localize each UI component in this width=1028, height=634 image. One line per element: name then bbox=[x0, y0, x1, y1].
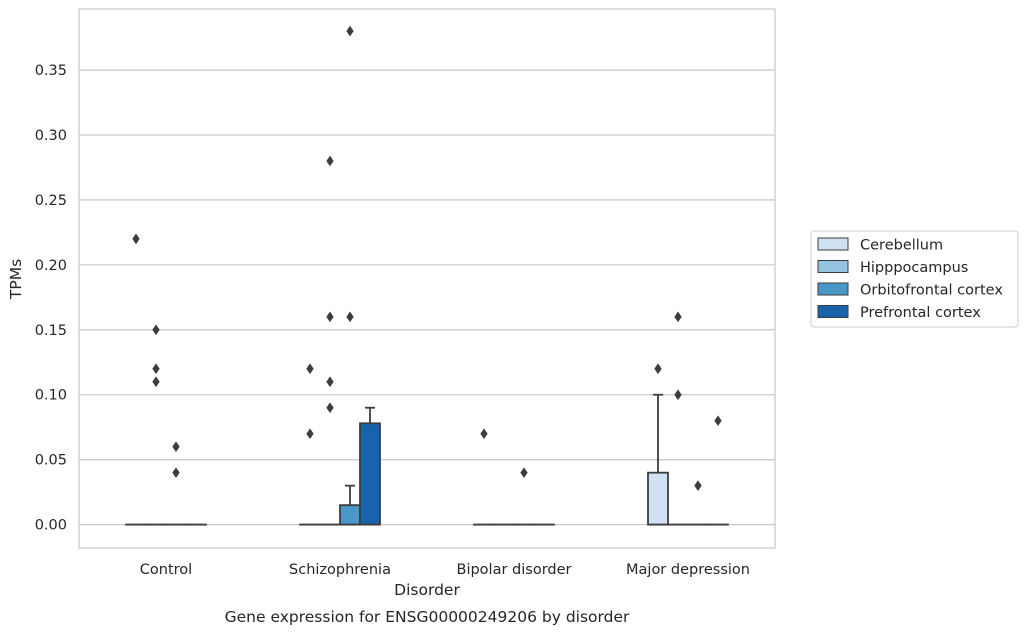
legend-label: Prefrontal cortex bbox=[860, 305, 981, 321]
legend-label: Cerebellum bbox=[860, 238, 943, 254]
outlier-point bbox=[327, 377, 334, 387]
legend-label: Hipppocampus bbox=[860, 260, 968, 276]
outlier-point bbox=[327, 403, 334, 413]
outlier-point bbox=[153, 325, 160, 335]
y-tick-label: 0.25 bbox=[35, 193, 67, 209]
outlier-point bbox=[307, 429, 314, 439]
legend-swatch bbox=[818, 283, 848, 295]
outlier-point bbox=[675, 312, 682, 322]
outlier-point bbox=[327, 156, 334, 166]
legend-swatch bbox=[818, 261, 848, 273]
y-axis-label: TPMs bbox=[7, 259, 25, 300]
box-body bbox=[340, 505, 360, 524]
outlier-point bbox=[327, 312, 334, 322]
outlier-point bbox=[347, 26, 354, 36]
outlier-point bbox=[347, 312, 354, 322]
outlier-points bbox=[133, 26, 722, 490]
x-tick-label: Schizophrenia bbox=[289, 562, 391, 578]
box-plot-chart: 0.00 0.05 0.10 0.15 0.20 0.25 0.30 0.35 Control… bbox=[0, 0, 1028, 634]
grid-lines bbox=[79, 70, 775, 525]
x-tick-label: Major depression bbox=[626, 562, 750, 578]
outlier-point bbox=[307, 364, 314, 374]
plot-frame bbox=[79, 9, 775, 548]
outlier-point bbox=[675, 390, 682, 400]
outlier-point bbox=[715, 416, 722, 426]
y-tick-label: 0.20 bbox=[35, 258, 67, 274]
x-tick-label: Bipolar disorder bbox=[457, 562, 572, 578]
y-tick-label: 0.05 bbox=[35, 453, 67, 469]
box-body bbox=[360, 423, 380, 524]
x-axis-label: Disorder bbox=[394, 581, 460, 599]
x-tick-label: Control bbox=[140, 562, 192, 578]
outlier-point bbox=[153, 364, 160, 374]
box-prefrontal-cortex bbox=[360, 408, 380, 525]
legend: Cerebellum Hipppocampus Orbitofrontal cort… bbox=[811, 231, 1018, 327]
y-tick-label: 0.35 bbox=[35, 63, 67, 79]
legend-swatch bbox=[818, 238, 848, 250]
outlier-point bbox=[521, 468, 528, 478]
box-body bbox=[648, 473, 668, 525]
outlier-point bbox=[481, 429, 488, 439]
chart-caption: Gene expression for ENSG00000249206 by d… bbox=[225, 608, 630, 626]
outlier-point bbox=[173, 442, 180, 452]
y-tick-labels: 0.00 0.05 0.10 0.15 0.20 0.25 0.30 0.35 bbox=[35, 63, 67, 534]
y-tick-label: 0.10 bbox=[35, 388, 67, 404]
y-tick-label: 0.15 bbox=[35, 323, 67, 339]
legend-label: Orbitofrontal cortex bbox=[860, 283, 1003, 299]
y-tick-label: 0.00 bbox=[35, 518, 67, 534]
y-tick-label: 0.30 bbox=[35, 128, 67, 144]
outlier-point bbox=[695, 481, 702, 491]
box-orbitofrontal-cortex bbox=[340, 486, 360, 525]
outlier-point bbox=[153, 377, 160, 387]
outlier-point bbox=[133, 234, 140, 244]
outlier-point bbox=[655, 364, 662, 374]
legend-swatch bbox=[818, 306, 848, 318]
x-tick-labels: Control Schizophrenia Bipolar disorder Majo… bbox=[140, 562, 750, 578]
outlier-point bbox=[173, 468, 180, 478]
